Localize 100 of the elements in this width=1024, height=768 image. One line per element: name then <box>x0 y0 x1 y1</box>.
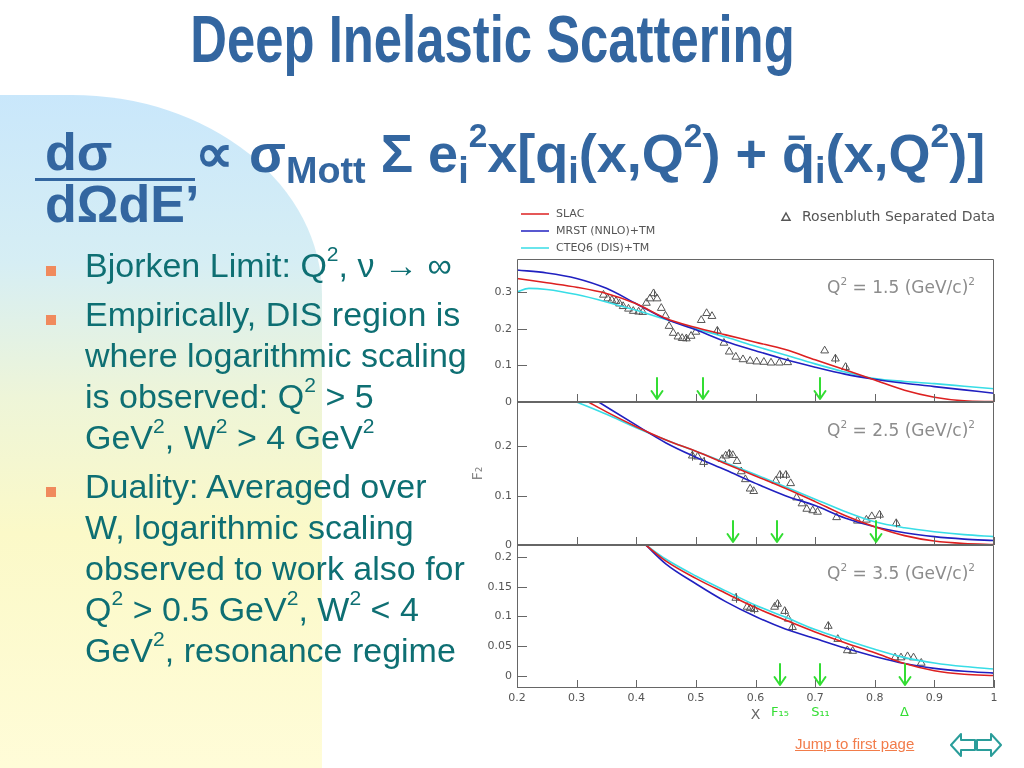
y-tick-label: 0.2 <box>494 439 512 453</box>
point <box>788 622 797 630</box>
point <box>742 601 752 610</box>
point <box>607 295 617 303</box>
point <box>842 645 852 654</box>
point <box>740 474 750 483</box>
point <box>673 331 683 340</box>
point <box>724 448 734 457</box>
ref-line-label: Δ <box>900 704 910 720</box>
point <box>890 652 900 661</box>
y-tick-label: 0.1 <box>494 358 512 372</box>
text: Bjorken Limit: Q$^{2}$, ν → ∞ <box>85 242 453 286</box>
annotation: Q$^{2}$ = 2.5 (GeV/c)$^{2}$ <box>827 418 975 440</box>
point <box>749 604 759 613</box>
point <box>752 356 762 365</box>
point <box>867 511 877 520</box>
point <box>599 289 608 298</box>
point <box>699 457 709 465</box>
point <box>719 337 729 346</box>
point <box>732 456 742 464</box>
point <box>802 504 812 512</box>
point <box>848 646 858 654</box>
x-tick-label: 0.7 <box>806 691 824 705</box>
point <box>628 306 638 314</box>
y-tick-label: 0.05 <box>487 639 512 653</box>
point <box>916 657 926 666</box>
point <box>618 301 628 310</box>
x-tick-label: 0.9 <box>925 691 944 705</box>
point <box>766 357 776 366</box>
point <box>738 354 748 363</box>
point <box>638 307 648 315</box>
point <box>783 357 793 366</box>
point <box>686 331 696 339</box>
point <box>668 328 678 336</box>
point <box>831 353 840 362</box>
point <box>891 518 901 527</box>
point <box>603 293 613 302</box>
point <box>724 346 734 355</box>
point <box>781 469 791 478</box>
point <box>820 345 830 354</box>
point <box>611 296 621 304</box>
x-tick-label: 0.4 <box>627 691 645 705</box>
point <box>749 486 759 494</box>
point <box>832 512 841 521</box>
point <box>774 357 784 366</box>
point <box>862 514 871 523</box>
point <box>773 598 782 607</box>
point <box>759 357 769 365</box>
point <box>813 506 822 515</box>
point <box>693 451 703 460</box>
point <box>731 351 741 360</box>
x-axis-title: X <box>750 706 761 723</box>
x-tick-label: 0.3 <box>567 691 586 705</box>
point <box>677 333 687 341</box>
point <box>797 498 807 507</box>
point <box>783 613 793 622</box>
point <box>717 454 727 462</box>
y-tick-label: 0 <box>505 537 512 551</box>
point <box>615 298 624 307</box>
ref-line-label: S₁₁ <box>811 704 830 720</box>
point <box>770 601 779 610</box>
point <box>903 651 912 660</box>
ref-line-label: F₁₅ <box>770 704 789 720</box>
point <box>808 505 818 514</box>
text: Deep Inelastic Scattering <box>189 2 795 76</box>
point <box>780 606 790 614</box>
point <box>649 288 658 297</box>
y-tick-label: 0.2 <box>494 321 512 335</box>
legend-label: MRST (NNLO)+TM <box>556 223 656 237</box>
x-tick-label: 0.8 <box>866 691 884 705</box>
legend-label: CTEQ6 (DIS)+TM <box>556 240 650 254</box>
point <box>853 515 862 524</box>
y-tick-label: 0 <box>505 394 512 408</box>
point <box>652 293 662 302</box>
point <box>736 466 746 475</box>
point <box>645 293 655 302</box>
point <box>664 321 674 329</box>
x-tick-label: 0.5 <box>687 691 705 705</box>
point <box>775 469 785 478</box>
point <box>728 450 738 459</box>
point <box>833 634 843 642</box>
point <box>771 475 781 484</box>
point <box>745 603 755 611</box>
point <box>731 593 741 601</box>
point <box>707 311 717 319</box>
legend-label: Rosenbluth Separated Data <box>802 207 996 224</box>
point <box>841 362 850 370</box>
x-tick-label: 0.6 <box>746 691 765 705</box>
y-tick-label: 0.2 <box>494 549 512 563</box>
x-tick-label: 1 <box>990 691 998 705</box>
y-axis-title: F₂ <box>469 466 486 481</box>
y-tick-label: 0.1 <box>494 609 512 623</box>
point <box>681 333 691 342</box>
point <box>745 483 755 492</box>
y-tick-label: 0.3 <box>494 284 512 298</box>
point <box>745 355 755 364</box>
point <box>656 303 666 311</box>
point <box>896 652 906 661</box>
point <box>823 621 833 629</box>
point <box>721 450 731 459</box>
